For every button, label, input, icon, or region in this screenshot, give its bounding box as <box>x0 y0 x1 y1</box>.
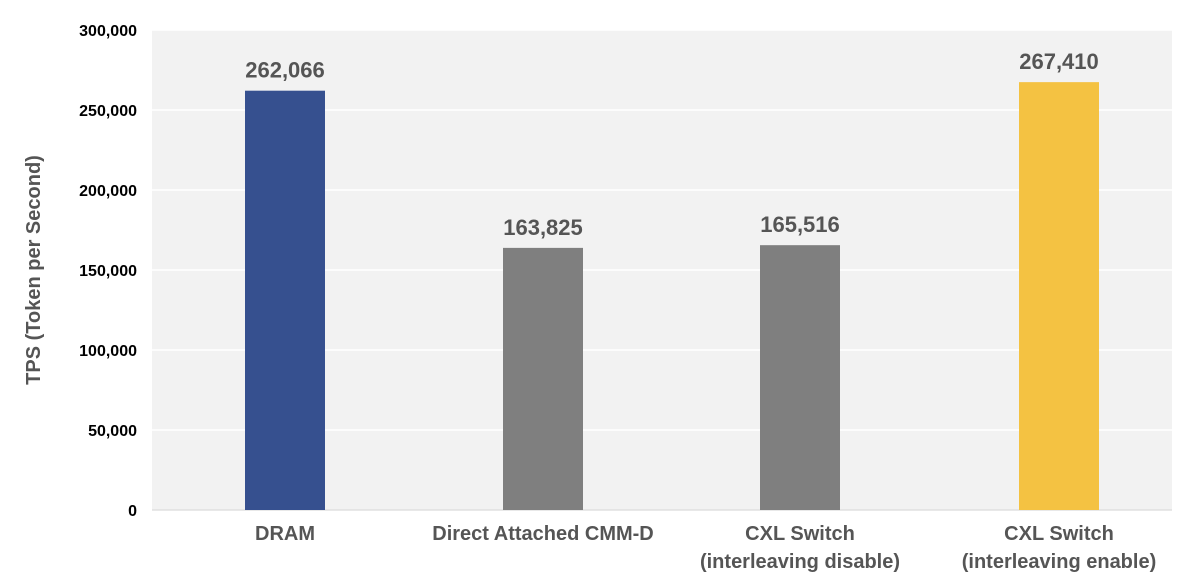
y-tick-labels: 0 50,000 100,000 150,000 200,000 250,000 300,0… <box>79 23 137 520</box>
x-category-label: CXL Switch (interleaving disable) <box>700 523 900 573</box>
bar-value-label: 267,410 <box>1019 49 1099 74</box>
x-category-labels: DRAM Direct Attached CMM-D CXL Switch (inte… <box>255 523 1156 573</box>
y-axis-title: TPS (Token per Second) <box>23 155 45 385</box>
bar-value-label: 262,066 <box>245 58 325 83</box>
y-tick-label: 0 <box>128 503 137 520</box>
x-category-label-line: Direct Attached CMM-D <box>432 523 654 545</box>
bars <box>245 82 1099 511</box>
y-tick-label: 150,000 <box>79 263 137 280</box>
x-category-label-line: (interleaving enable) <box>962 551 1157 573</box>
x-category-label-line: CXL Switch <box>1004 523 1114 545</box>
y-tick-label: 200,000 <box>79 183 137 200</box>
bar <box>1019 82 1099 511</box>
bar-value-label: 165,516 <box>760 212 840 237</box>
x-category-label: Direct Attached CMM-D <box>432 523 654 545</box>
bar <box>245 90 325 510</box>
y-tick-label: 250,000 <box>79 103 137 120</box>
x-category-label-line: CXL Switch <box>745 523 855 545</box>
x-category-label-line: (interleaving disable) <box>700 551 900 573</box>
value-labels: 262,066 163,825 165,516 267,410 <box>245 49 1099 240</box>
bar <box>760 245 840 511</box>
bar <box>503 247 583 510</box>
x-category-label: DRAM <box>255 523 315 545</box>
x-category-label: CXL Switch (interleaving enable) <box>962 523 1157 573</box>
y-tick-label: 50,000 <box>88 423 137 440</box>
y-tick-label: 300,000 <box>79 23 137 40</box>
x-category-label-line: DRAM <box>255 523 315 545</box>
y-tick-label: 100,000 <box>79 343 137 360</box>
bar-value-label: 163,825 <box>503 215 583 240</box>
